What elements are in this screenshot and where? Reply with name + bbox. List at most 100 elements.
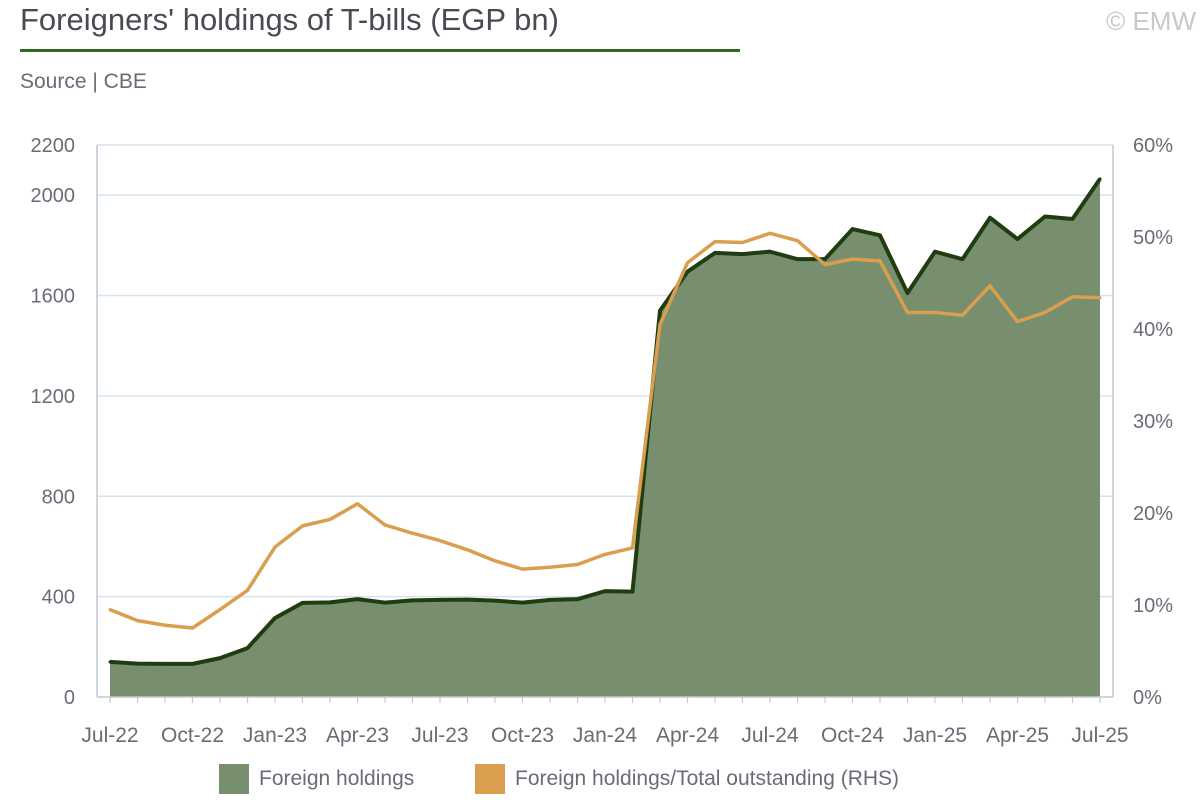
y-left-tick-label: 2200 xyxy=(31,135,76,157)
point-foreign-holdings xyxy=(1016,237,1019,241)
point-foreign-share xyxy=(191,626,194,630)
point-foreign-share xyxy=(631,546,634,550)
point-foreign-holdings xyxy=(988,216,992,220)
point-foreign-holdings xyxy=(631,590,634,594)
point-foreign-share xyxy=(906,310,909,314)
point-foreign-share xyxy=(521,567,524,571)
y-left-tick-label: 2000 xyxy=(31,185,76,207)
point-foreign-share xyxy=(466,548,469,552)
point-foreign-share xyxy=(823,263,827,267)
point-foreign-share xyxy=(301,524,304,528)
point-foreign-holdings xyxy=(823,257,827,261)
point-foreign-holdings xyxy=(713,251,717,255)
legend: Foreign holdings Foreign holdings/Total … xyxy=(0,764,1200,800)
point-foreign-holdings xyxy=(961,257,964,261)
y-right-tick-label: 30% xyxy=(1133,411,1173,433)
point-foreign-holdings xyxy=(1098,177,1102,181)
point-foreign-holdings xyxy=(356,597,359,601)
point-foreign-holdings xyxy=(768,250,772,254)
y-right-tick-label: 0% xyxy=(1133,687,1162,709)
point-foreign-holdings xyxy=(521,601,524,605)
point-foreign-share xyxy=(493,559,497,563)
point-foreign-share xyxy=(328,517,332,521)
x-tick-label: Apr-24 xyxy=(656,724,719,747)
x-tick-label: Jan-25 xyxy=(903,724,967,747)
point-foreign-holdings xyxy=(108,660,112,664)
point-foreign-share xyxy=(686,261,689,265)
point-foreign-share xyxy=(851,257,854,261)
point-foreign-holdings xyxy=(466,598,469,602)
point-foreign-holdings xyxy=(493,599,497,603)
x-tick-label: Oct-22 xyxy=(161,724,224,747)
y-left-tick-label: 800 xyxy=(42,486,75,508)
point-foreign-holdings xyxy=(411,598,414,602)
point-foreign-share xyxy=(878,259,882,263)
area-series xyxy=(110,178,1100,697)
point-foreign-holdings xyxy=(163,662,167,666)
point-foreign-holdings xyxy=(1071,217,1074,221)
point-foreign-holdings xyxy=(796,257,799,261)
point-foreign-holdings xyxy=(741,252,744,256)
legend-label: Foreign holdings/Total outstanding (RHS) xyxy=(515,767,900,790)
point-foreign-holdings xyxy=(906,291,909,295)
x-tick-label: Jul-24 xyxy=(741,724,799,747)
point-foreign-holdings xyxy=(136,662,139,666)
point-foreign-holdings xyxy=(301,601,304,605)
point-foreign-share xyxy=(246,588,249,592)
x-tick-label: Jul-22 xyxy=(81,724,138,747)
point-foreign-share xyxy=(1043,310,1047,314)
point-foreign-holdings xyxy=(933,250,937,254)
x-tick-label: Jan-23 xyxy=(243,724,307,747)
legend-label: Foreign holdings xyxy=(259,767,415,790)
chart-title: Foreigners' holdings of T-bills (EGP bn) xyxy=(20,2,559,37)
y-right-tick-label: 10% xyxy=(1133,595,1173,617)
point-foreign-share xyxy=(603,552,607,556)
point-foreign-holdings xyxy=(328,600,332,604)
y-right-tick-label: 40% xyxy=(1133,319,1173,341)
title-underline xyxy=(20,49,740,52)
axes: 0 400 800 1200 1600 2000 2200 0% 10% 20% 30% 40% 50%… xyxy=(31,135,1174,747)
legend-item-ratio: Foreign holdings/Total outstanding (RHS) xyxy=(475,764,899,794)
x-tick-label: Jan-24 xyxy=(573,724,638,747)
point-foreign-holdings xyxy=(576,597,579,601)
y-left-tick-label: 1200 xyxy=(31,386,76,408)
y-right-tick-label: 50% xyxy=(1133,227,1173,249)
point-foreign-share xyxy=(961,313,964,317)
point-foreign-holdings xyxy=(603,589,607,593)
x-tick-label: Apr-23 xyxy=(326,724,389,747)
point-foreign-share xyxy=(218,608,222,612)
point-foreign-holdings xyxy=(1043,215,1047,219)
point-foreign-share xyxy=(713,240,717,244)
point-foreign-share xyxy=(438,539,442,543)
point-foreign-share xyxy=(163,623,167,627)
point-foreign-holdings xyxy=(191,662,194,666)
x-tick-label: Jul-25 xyxy=(1071,724,1128,747)
x-tick-label: Oct-23 xyxy=(491,724,554,747)
y-left-tick-label: 400 xyxy=(42,587,75,609)
point-foreign-holdings xyxy=(878,233,882,237)
point-foreign-share xyxy=(356,502,359,506)
point-foreign-holdings xyxy=(246,646,249,650)
x-tick-label: Oct-24 xyxy=(821,724,884,747)
point-foreign-holdings xyxy=(218,656,222,660)
point-foreign-holdings xyxy=(658,309,662,313)
line-series xyxy=(108,177,1102,666)
point-foreign-share xyxy=(383,523,387,527)
point-foreign-holdings xyxy=(851,227,854,231)
point-foreign-holdings xyxy=(383,601,387,605)
legend-item-foreign-holdings: Foreign holdings xyxy=(219,764,414,794)
point-foreign-holdings xyxy=(438,598,442,602)
point-foreign-share xyxy=(1016,320,1019,324)
y-right-tick-label: 60% xyxy=(1133,135,1173,157)
source-label: Source | CBE xyxy=(20,70,147,93)
point-foreign-share xyxy=(1071,295,1074,299)
point-foreign-share xyxy=(1098,296,1102,300)
point-foreign-share xyxy=(273,545,277,549)
x-tick-label: Jul-23 xyxy=(411,724,468,747)
x-tick-label: Apr-25 xyxy=(986,724,1049,747)
point-foreign-share xyxy=(576,563,579,567)
legend-swatch-area xyxy=(219,764,249,794)
area-fill-foreign-holdings xyxy=(110,178,1100,697)
point-foreign-share xyxy=(988,284,992,288)
point-foreign-share xyxy=(548,565,552,569)
